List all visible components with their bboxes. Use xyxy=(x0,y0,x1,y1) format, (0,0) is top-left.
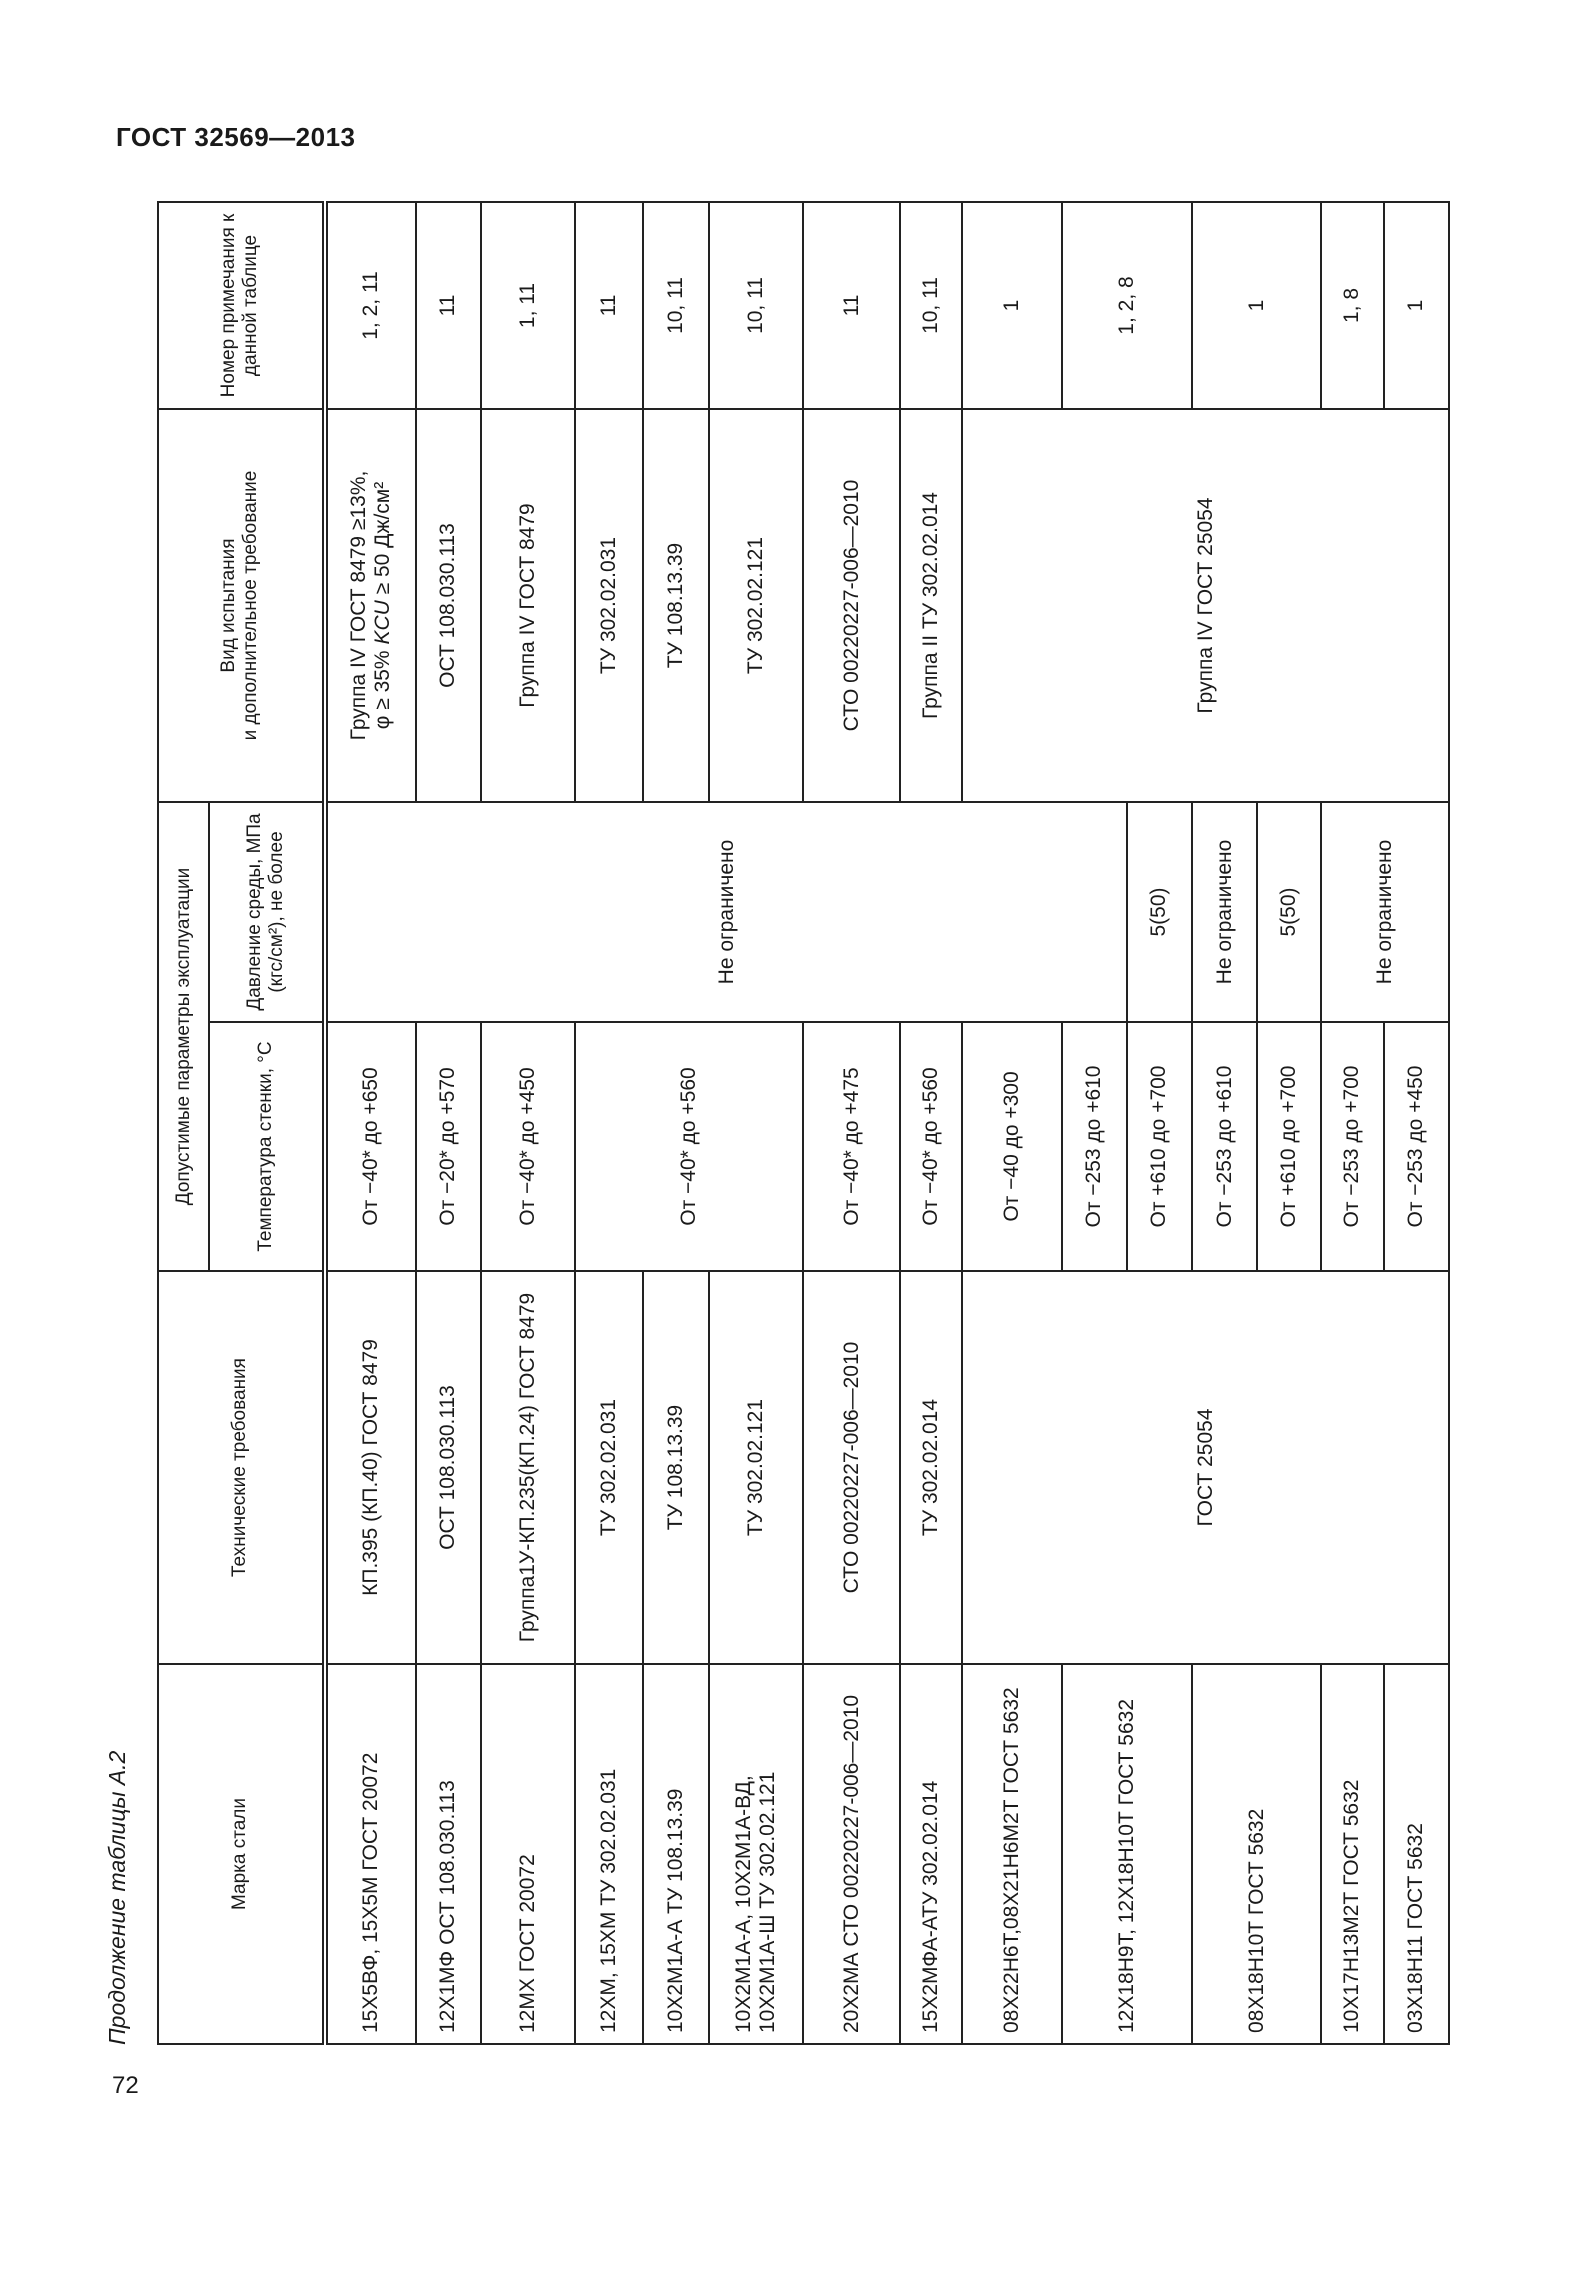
pressure-cell: 5(50) xyxy=(1126,802,1193,1022)
grade-cell: 08Х22Н6Т,08Х21Н6М2Т ГОСТ 5632 xyxy=(962,1664,1062,2044)
test-cell: Группа IV ГОСТ 8479 ≥13%, φ ≥ 35% KCU ≥ 5… xyxy=(324,409,416,802)
test-cell: ОСТ 108.030.113 xyxy=(415,409,481,802)
temp-cell: От −253 до +700 xyxy=(1321,1022,1384,1271)
table-caption: Продолжение таблицы А.2 xyxy=(104,1750,130,2045)
table-row: 15Х2МФА-АТУ 302.02.014 ТУ 302.02.014 От … xyxy=(900,202,963,2044)
grade-cell: 03Х18Н11 ГОСТ 5632 xyxy=(1383,1664,1449,2044)
header-temp: Температура стенки, °С xyxy=(209,1022,325,1271)
note-cell: 11 xyxy=(575,202,644,409)
grade-cell: 15Х5ВФ, 15Х5М ГОСТ 20072 xyxy=(324,1664,416,2044)
tech-cell: Группа1У-КП.235(КП.24) ГОСТ 8479 xyxy=(480,1271,576,1664)
test-cell: ТУ 302.02.031 xyxy=(575,409,644,802)
test-cell: Группа IV ГОСТ 25054 xyxy=(962,409,1449,802)
table-row: 15Х5ВФ, 15Х5М ГОСТ 20072 КП.395 (КП.40) … xyxy=(324,202,1127,2044)
test-cell: Группа II ТУ 302.02.014 xyxy=(900,409,963,802)
pressure-cell: Не ограничено xyxy=(1192,802,1258,1022)
test-line1: Группа IV ГОСТ 8479 ≥13%, xyxy=(347,470,370,741)
table-row: 08Х22Н6Т,08Х21Н6М2Т ГОСТ 5632 ГОСТ 25054… xyxy=(962,202,1449,2044)
note-cell: 1, 2, 11 xyxy=(324,202,416,409)
tech-cell: ТУ 302.02.121 xyxy=(708,1271,803,1664)
note-cell: 11 xyxy=(802,202,901,409)
table-row: 12МХ ГОСТ 20072 Группа1У-КП.235(КП.24) Г… xyxy=(480,202,576,2044)
header-tech: Технические требования xyxy=(158,1271,325,1664)
tech-cell: СТО 00220227-006—2010 xyxy=(802,1271,901,1664)
note-cell: 10, 11 xyxy=(900,202,963,409)
test-cell: СТО 00220227-006—2010 xyxy=(802,409,901,802)
note-cell: 11 xyxy=(415,202,481,409)
grade-cell: 20Х2МА СТО 00220227-006—2010 xyxy=(802,1664,901,2044)
temp-cell: От −40* до +560 xyxy=(900,1022,963,1271)
grade-cell: 15Х2МФА-АТУ 302.02.014 xyxy=(900,1664,963,2044)
header-test-line1: Вид испытания xyxy=(218,538,240,673)
test-cell: Группа IV ГОСТ 8479 xyxy=(480,409,576,802)
note-cell: 1, 2, 8 xyxy=(1061,202,1193,409)
temp-cell: От −40* до +450 xyxy=(480,1022,576,1271)
note-cell: 1, 8 xyxy=(1321,202,1384,409)
note-cell: 10, 11 xyxy=(643,202,709,409)
pressure-cell: Не ограничено xyxy=(324,802,1127,1022)
header-note: Номер примечания к данной таблице xyxy=(158,202,325,409)
grade-cell: 12ХМ, 15ХМ ТУ 302.02.031 xyxy=(575,1664,644,2044)
note-cell: 1, 11 xyxy=(480,202,576,409)
grade-cell: 12Х1МФ ОСТ 108.030.113 xyxy=(415,1664,481,2044)
temp-cell: От +610 до +700 xyxy=(1257,1022,1322,1271)
temp-cell: От +610 до +700 xyxy=(1126,1022,1193,1271)
grade-cell: 10Х17Н13М2Т ГОСТ 5632 xyxy=(1321,1664,1384,2044)
tech-cell: ТУ 302.02.031 xyxy=(575,1271,644,1664)
test-line2-kcu: KCU xyxy=(371,600,395,645)
test-line2a: φ ≥ 35% xyxy=(371,644,395,730)
pressure-cell: 5(50) xyxy=(1257,802,1322,1022)
document-title: ГОСТ 32569—2013 xyxy=(116,122,356,152)
grade-cell: 12Х18Н9Т, 12Х18Н10Т ГОСТ 5632 xyxy=(1061,1664,1193,2044)
grade-cell: 10Х2М1А-А, 10Х2М1А-ВД, 10Х2М1А-Ш ТУ 302.… xyxy=(708,1664,803,2044)
temp-cell: От −253 до +450 xyxy=(1383,1022,1449,1271)
table-row: 12Х1МФ ОСТ 108.030.113 ОСТ 108.030.113 О… xyxy=(415,202,481,2044)
temp-cell: От −40* до +475 xyxy=(802,1022,901,1271)
grade-cell: 08Х18Н10Т ГОСТ 5632 xyxy=(1192,1664,1322,2044)
test-cell: ТУ 302.02.121 xyxy=(708,409,803,802)
header-grade: Марка стали xyxy=(158,1664,325,2044)
pressure-cell: Не ограничено xyxy=(1321,802,1449,1022)
tech-cell: ТУ 302.02.014 xyxy=(900,1271,963,1664)
temp-cell: От −40 до +300 xyxy=(962,1022,1062,1271)
temp-cell: От −20* до +570 xyxy=(415,1022,481,1271)
tech-cell: КП.395 (КП.40) ГОСТ 8479 xyxy=(324,1271,416,1664)
header-test-line2: и дополнительное требование xyxy=(240,470,262,741)
note-cell: 1 xyxy=(1383,202,1449,409)
temp-cell: От −253 до +610 xyxy=(1192,1022,1258,1271)
grade-cell: 10Х2М1А-А ТУ 108.13.39 xyxy=(643,1664,709,2044)
steel-table: Марка стали Технические требования Допус… xyxy=(157,201,1450,2045)
header-test: Вид испытания и дополнительное требование xyxy=(158,409,325,802)
table-row: 12ХМ, 15ХМ ТУ 302.02.031 ТУ 302.02.031 О… xyxy=(575,202,803,2044)
grade-cell: 12МХ ГОСТ 20072 xyxy=(480,1664,576,2044)
page-number: 72 xyxy=(112,2072,139,2099)
tech-cell: ОСТ 108.030.113 xyxy=(415,1271,481,1664)
temp-cell: От −40* до +650 xyxy=(324,1022,416,1271)
note-cell: 10, 11 xyxy=(708,202,803,409)
temp-cell: От −40* до +560 xyxy=(575,1022,803,1271)
table-row: 20Х2МА СТО 00220227-006—2010 СТО 0022022… xyxy=(802,202,901,2044)
temp-cell: От −253 до +610 xyxy=(1061,1022,1127,1271)
tech-cell: ТУ 108.13.39 xyxy=(643,1271,709,1664)
table-container: Марка стали Технические требования Допус… xyxy=(157,201,1450,2045)
tech-cell: ГОСТ 25054 xyxy=(962,1271,1449,1664)
test-cell: ТУ 108.13.39 xyxy=(643,409,709,802)
header-pressure: Давление среды, МПа (кгс/см²), не более xyxy=(209,802,325,1022)
test-line2c: ≥ 50 Дж/см² xyxy=(371,481,395,601)
note-cell: 1 xyxy=(962,202,1062,409)
header-params-group: Допустимые параметры эксплуатации xyxy=(158,802,210,1271)
note-cell: 1 xyxy=(1192,202,1322,409)
